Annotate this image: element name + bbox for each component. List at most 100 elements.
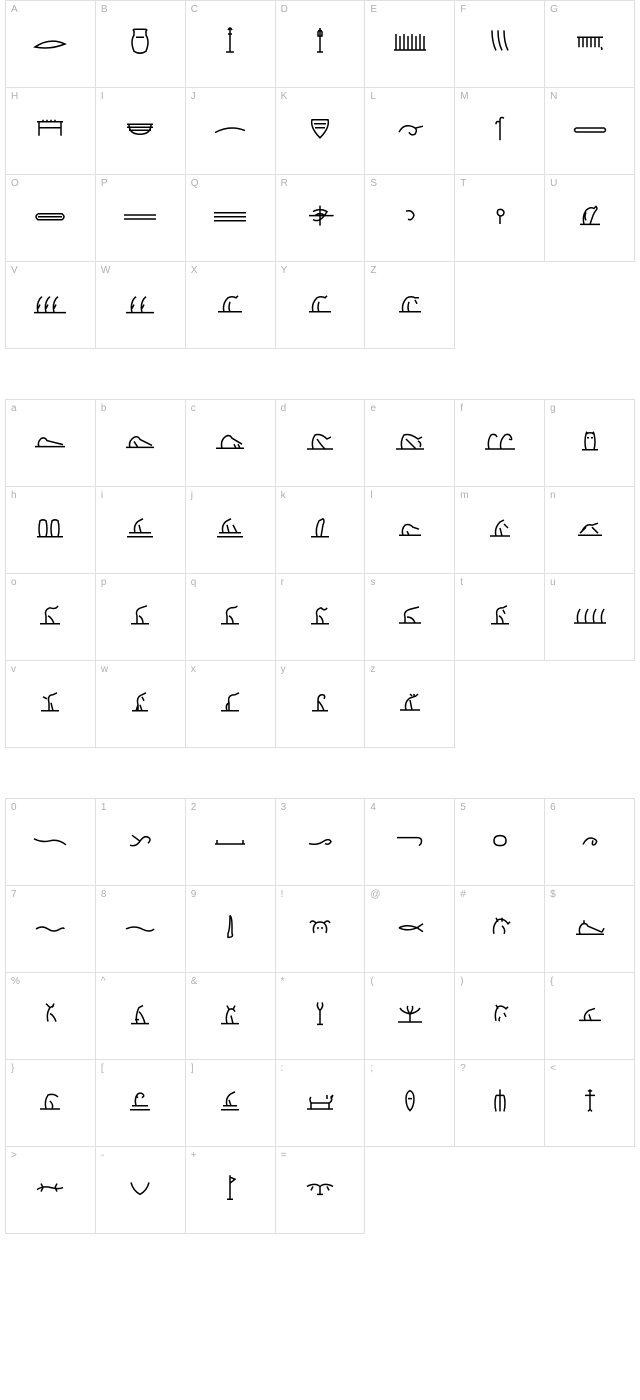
char-cell: F <box>455 1 545 88</box>
glyph-bull-head <box>308 917 332 937</box>
glyph-bird-stand1 <box>488 518 512 538</box>
cell-label: = <box>281 1150 287 1161</box>
glyph-duck1 <box>397 519 423 537</box>
glyph-hook2 <box>307 834 333 848</box>
char-cell: 9 <box>186 886 276 973</box>
char-cell: y <box>276 661 366 748</box>
char-cell: Q <box>186 175 276 262</box>
cell-label: Q <box>191 178 199 189</box>
glyph-vulture1 <box>305 431 335 451</box>
cell-label: & <box>191 976 198 987</box>
cell-label: P <box>101 178 108 189</box>
cell-label: w <box>101 664 108 675</box>
char-cell: 5 <box>455 799 545 886</box>
char-cell: k <box>276 487 366 574</box>
cell-label: $ <box>550 889 556 900</box>
glyph-tassels <box>490 1087 510 1113</box>
char-cell: q <box>186 574 276 661</box>
char-cell: $ <box>545 886 635 973</box>
char-cell: R <box>276 175 366 262</box>
glyph-double-bar <box>122 212 158 222</box>
cell-label: N <box>550 91 557 102</box>
char-cell: [ <box>96 1060 186 1147</box>
glyph-dagger <box>583 1087 597 1113</box>
glyph-gazelle <box>40 1002 60 1026</box>
char-cell: L <box>365 88 455 175</box>
cell-label: M <box>460 91 468 102</box>
cell-label: D <box>281 4 288 15</box>
glyph-cross-oval <box>305 204 335 228</box>
char-cell: E <box>365 1 455 88</box>
glyph-bird-perch2 <box>215 517 245 539</box>
glyph-falcon4 <box>397 292 423 314</box>
cell-label: b <box>101 403 107 414</box>
glyph-hawk-perch <box>219 1090 241 1112</box>
cell-label: @ <box>370 889 380 900</box>
char-cell: - <box>96 1147 186 1234</box>
glyph-stork1 <box>219 691 241 713</box>
cell-label: p <box>101 577 107 588</box>
char-cell: K <box>276 88 366 175</box>
cell-label: o <box>11 577 17 588</box>
char-cell: W <box>96 262 186 349</box>
cell-label: S <box>370 178 377 189</box>
glyph-sphinx <box>574 918 606 936</box>
cell-label: 9 <box>191 889 197 900</box>
glyph-staff <box>315 26 325 56</box>
glyph-birds-row <box>572 605 608 625</box>
cell-label: [ <box>101 1063 104 1074</box>
cell-label: O <box>11 178 19 189</box>
char-cell: e <box>365 400 455 487</box>
cell-label: ) <box>460 976 463 987</box>
cell-label: K <box>281 91 288 102</box>
char-cell: b <box>96 400 186 487</box>
char-cell: { <box>545 973 635 1060</box>
glyph-tree <box>396 1004 424 1024</box>
char-cell: A <box>6 1 96 88</box>
glyph-seated-animal <box>219 1002 241 1026</box>
glyph-oval2 <box>490 834 510 848</box>
cell-label: y <box>281 664 286 675</box>
glyph-owl1 <box>580 430 600 452</box>
glyph-cow <box>305 1091 335 1111</box>
glyph-leg <box>224 913 236 939</box>
char-cell: s <box>365 574 455 661</box>
char-cell: S <box>365 175 455 262</box>
glyph-tray <box>213 836 247 846</box>
char-cell: ] <box>186 1060 276 1147</box>
glyph-triple-bar <box>212 211 248 223</box>
char-cell: M <box>455 88 545 175</box>
cell-label: E <box>370 4 377 15</box>
cell-label: ] <box>191 1063 194 1074</box>
cell-label: h <box>11 490 17 501</box>
cell-label: A <box>11 4 18 15</box>
char-cell: = <box>276 1147 366 1234</box>
char-cell: ; <box>365 1060 455 1147</box>
char-cell: < <box>545 1060 635 1147</box>
glyph-post <box>493 114 507 142</box>
char-cell: + <box>186 1147 276 1234</box>
cell-label: - <box>101 1150 104 1161</box>
glyph-hook <box>402 207 418 225</box>
char-cell: V <box>6 262 96 349</box>
glyph-lion-head <box>490 1003 510 1025</box>
glyph-heron1 <box>397 605 423 625</box>
cell-label: % <box>11 976 20 987</box>
glyph-loop <box>493 206 507 226</box>
glyph-yoke <box>305 1180 335 1196</box>
char-cell: @ <box>365 886 455 973</box>
cell-label: } <box>11 1063 14 1074</box>
glyph-pendant <box>402 1089 418 1113</box>
cell-label: 7 <box>11 889 17 900</box>
char-cell: l <box>365 487 455 574</box>
glyph-falcon3 <box>307 292 333 314</box>
cell-label: G <box>550 4 558 15</box>
char-cell: Y <box>276 262 366 349</box>
glyph-falcon1 <box>576 202 604 228</box>
glyph-jar <box>128 27 152 55</box>
cell-label: a <box>11 403 17 414</box>
char-cell: > <box>6 1147 96 1234</box>
char-cell: g <box>545 400 635 487</box>
char-cell: ? <box>455 1060 545 1147</box>
glyph-crow <box>577 1006 603 1022</box>
